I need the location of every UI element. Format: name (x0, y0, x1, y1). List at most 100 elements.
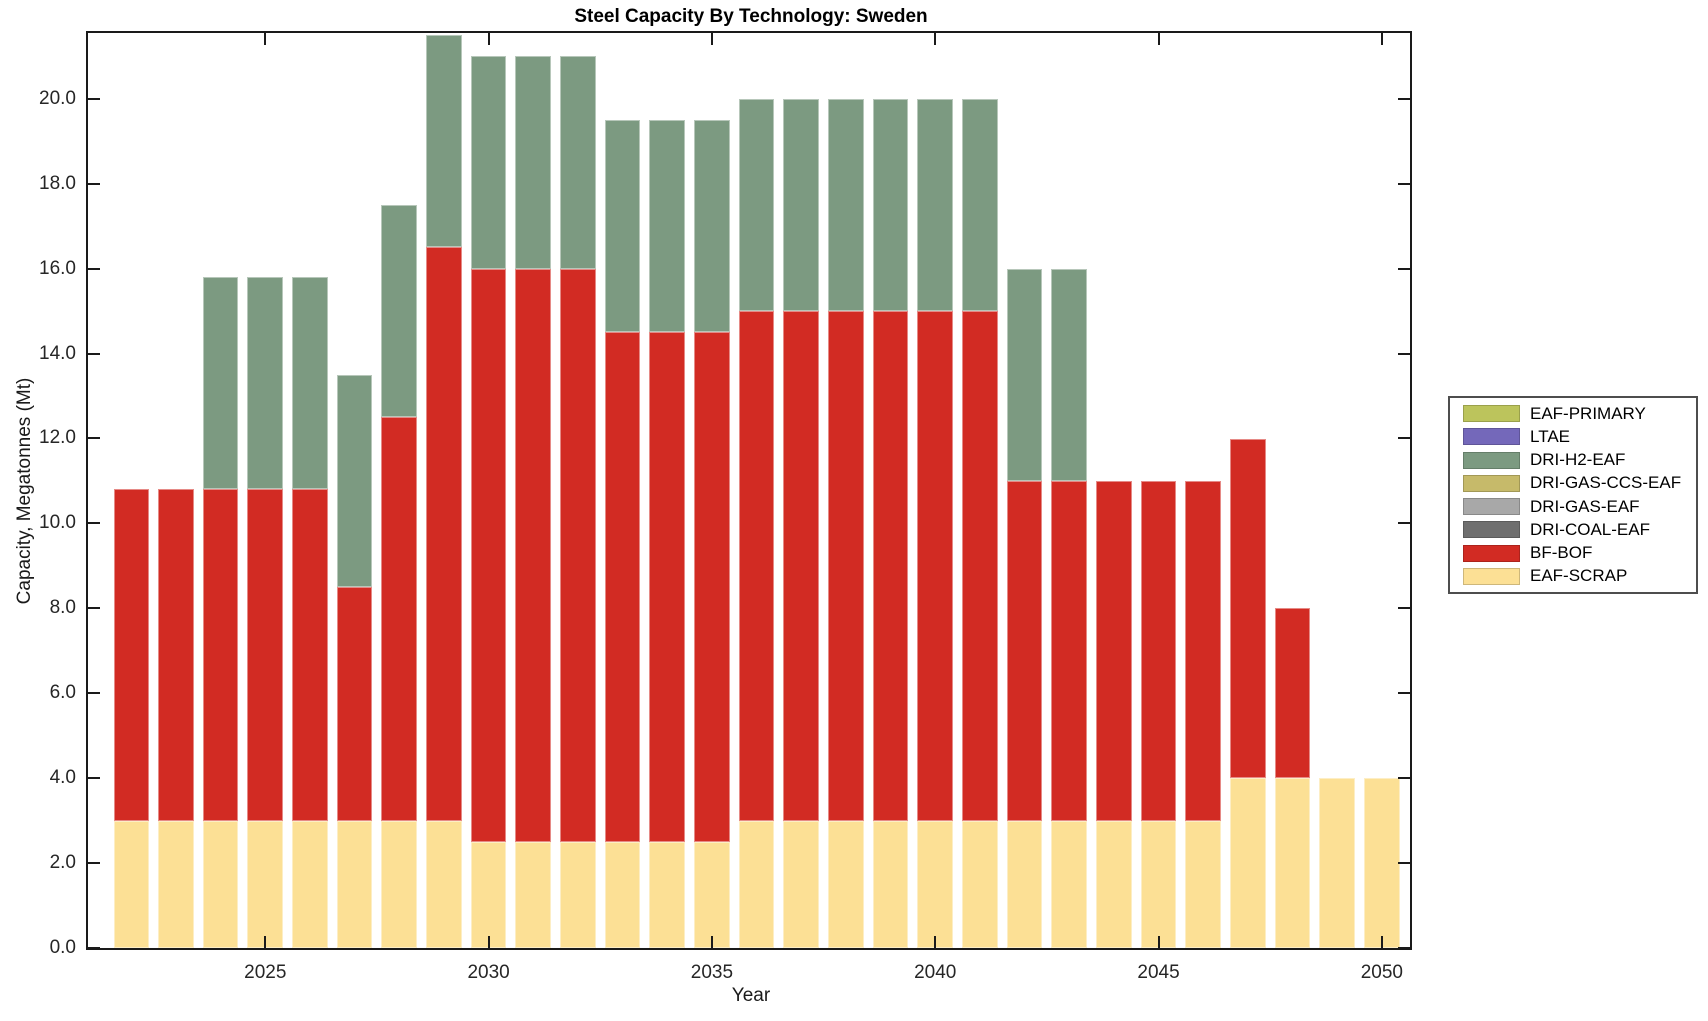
bar-segment-bf-bof-2035 (694, 332, 730, 842)
bar-segment-eaf-scrap-2026 (292, 820, 328, 948)
bar-segment-bf-bof-2023 (158, 489, 194, 821)
legend-swatch (1463, 521, 1520, 539)
bar-segment-eaf-scrap-2046 (1185, 820, 1221, 948)
y-tick-label: 6.0 (49, 682, 76, 704)
y-tick-right (1398, 692, 1410, 695)
bar-segment-bf-bof-2048 (1274, 608, 1311, 779)
bar-segment-bf-bof-2038 (828, 311, 864, 821)
x-tick-bottom (1380, 936, 1383, 948)
y-tick-label: 4.0 (49, 767, 76, 789)
bar-segment-dri-h2-eaf-2039 (872, 98, 909, 312)
x-tick-bottom (487, 936, 490, 948)
legend-swatch (1463, 474, 1520, 492)
legend-swatch (1463, 567, 1520, 585)
bar-segment-bf-bof-2032 (560, 268, 596, 842)
y-tick-left (88, 522, 100, 525)
bar-segment-dri-h2-eaf-2038 (828, 98, 864, 312)
x-tick-top (710, 33, 713, 45)
legend-entry: DRI-GAS-EAF (1450, 495, 1696, 518)
bar-segment-bf-bof-2031 (515, 268, 552, 842)
y-tick-left (88, 777, 100, 780)
x-tick-top (264, 33, 267, 45)
legend-label: EAF-SCRAP (1530, 566, 1628, 586)
y-tick-right (1398, 97, 1410, 100)
x-tick-bottom (710, 936, 713, 948)
y-tick-label: 16.0 (39, 257, 76, 279)
bar-segment-dri-h2-eaf-2031 (515, 56, 552, 269)
bar-segment-dri-h2-eaf-2042 (1006, 268, 1043, 481)
y-tick-label: 10.0 (39, 512, 76, 534)
y-tick-left (88, 352, 100, 355)
bar-segment-bf-bof-2036 (738, 311, 775, 821)
bar-segment-dri-h2-eaf-2035 (694, 120, 730, 333)
bar-segment-eaf-scrap-2024 (202, 820, 239, 948)
x-tick-bottom (1157, 936, 1160, 948)
bar-segment-bf-bof-2044 (1096, 480, 1132, 821)
bar-segment-dri-h2-eaf-2027 (336, 374, 373, 588)
x-tick-label: 2030 (467, 962, 510, 983)
legend-entry: DRI-GAS-CCS-EAF (1450, 472, 1696, 495)
bar-segment-eaf-scrap-2036 (738, 820, 775, 948)
y-tick-right (1398, 352, 1410, 355)
y-tick-left (88, 692, 100, 695)
bar-segment-dri-h2-eaf-2025 (247, 277, 284, 490)
bar-segment-eaf-scrap-2040 (917, 820, 954, 948)
legend-entry: BF-BOF (1450, 542, 1696, 565)
bar-segment-dri-h2-eaf-2032 (560, 56, 596, 269)
legend-swatch (1463, 451, 1520, 469)
y-tick-left (88, 947, 100, 949)
y-tick-left (88, 437, 100, 440)
legend-entry: DRI-H2-EAF (1450, 449, 1696, 472)
x-tick-top (487, 33, 490, 45)
y-tick-label: 18.0 (39, 172, 76, 194)
x-tick-bottom (934, 936, 937, 948)
plot-area (86, 31, 1412, 950)
bar-segment-bf-bof-2045 (1140, 480, 1177, 821)
bar-segment-bf-bof-2029 (426, 247, 462, 821)
y-tick-left (88, 97, 100, 100)
y-tick-right (1398, 777, 1410, 780)
y-tick-right (1398, 947, 1410, 949)
legend-label: DRI-GAS-EAF (1530, 496, 1640, 516)
legend-label: LTAE (1530, 426, 1570, 446)
x-tick-label: 2025 (244, 962, 287, 983)
y-tick-left (88, 862, 100, 865)
bar-segment-dri-h2-eaf-2040 (917, 98, 954, 312)
legend-entry: EAF-SCRAP (1450, 565, 1696, 588)
bar-segment-eaf-scrap-2033 (604, 841, 641, 948)
y-tick-right (1398, 862, 1410, 865)
bar-segment-eaf-scrap-2044 (1096, 820, 1132, 948)
x-tick-label: 2045 (1137, 962, 1180, 983)
bar-segment-eaf-scrap-2045 (1140, 820, 1177, 948)
bar-segment-eaf-scrap-2034 (649, 841, 686, 948)
x-tick-label: 2035 (690, 962, 734, 983)
bar-segment-bf-bof-2043 (1051, 480, 1088, 821)
legend-entry: LTAE (1450, 425, 1696, 448)
bar-segment-dri-h2-eaf-2026 (292, 277, 328, 490)
bar-segment-eaf-scrap-2043 (1051, 820, 1088, 948)
legend-label: DRI-COAL-EAF (1530, 519, 1650, 539)
bar-segment-dri-h2-eaf-2037 (783, 98, 820, 312)
bar-segment-eaf-scrap-2041 (962, 820, 998, 948)
bar-segment-bf-bof-2027 (336, 587, 373, 821)
chart-title: Steel Capacity By Technology: Sweden (574, 6, 928, 27)
legend-swatch (1463, 498, 1520, 516)
bar-segment-eaf-scrap-2029 (426, 820, 462, 948)
y-tick-label: 14.0 (39, 342, 76, 364)
legend-label: DRI-GAS-CCS-EAF (1530, 473, 1682, 493)
bar-segment-dri-h2-eaf-2041 (962, 98, 998, 312)
bar-segment-eaf-scrap-2050 (1364, 778, 1400, 948)
x-tick-top (934, 33, 937, 45)
bar-segment-dri-h2-eaf-2029 (426, 35, 462, 248)
y-tick-right (1398, 182, 1410, 185)
bar-segment-bf-bof-2028 (381, 417, 418, 821)
y-tick-left (88, 182, 100, 185)
bar-segment-eaf-scrap-2049 (1319, 778, 1355, 948)
bar-segment-eaf-scrap-2025 (247, 820, 284, 948)
legend-swatch (1463, 405, 1520, 423)
bar-segment-dri-h2-eaf-2024 (202, 277, 239, 490)
bar-segment-eaf-scrap-2035 (694, 841, 730, 948)
y-tick-right (1398, 267, 1410, 270)
y-tick-label: 0.0 (49, 937, 76, 958)
bar-segment-eaf-scrap-2030 (470, 841, 507, 948)
